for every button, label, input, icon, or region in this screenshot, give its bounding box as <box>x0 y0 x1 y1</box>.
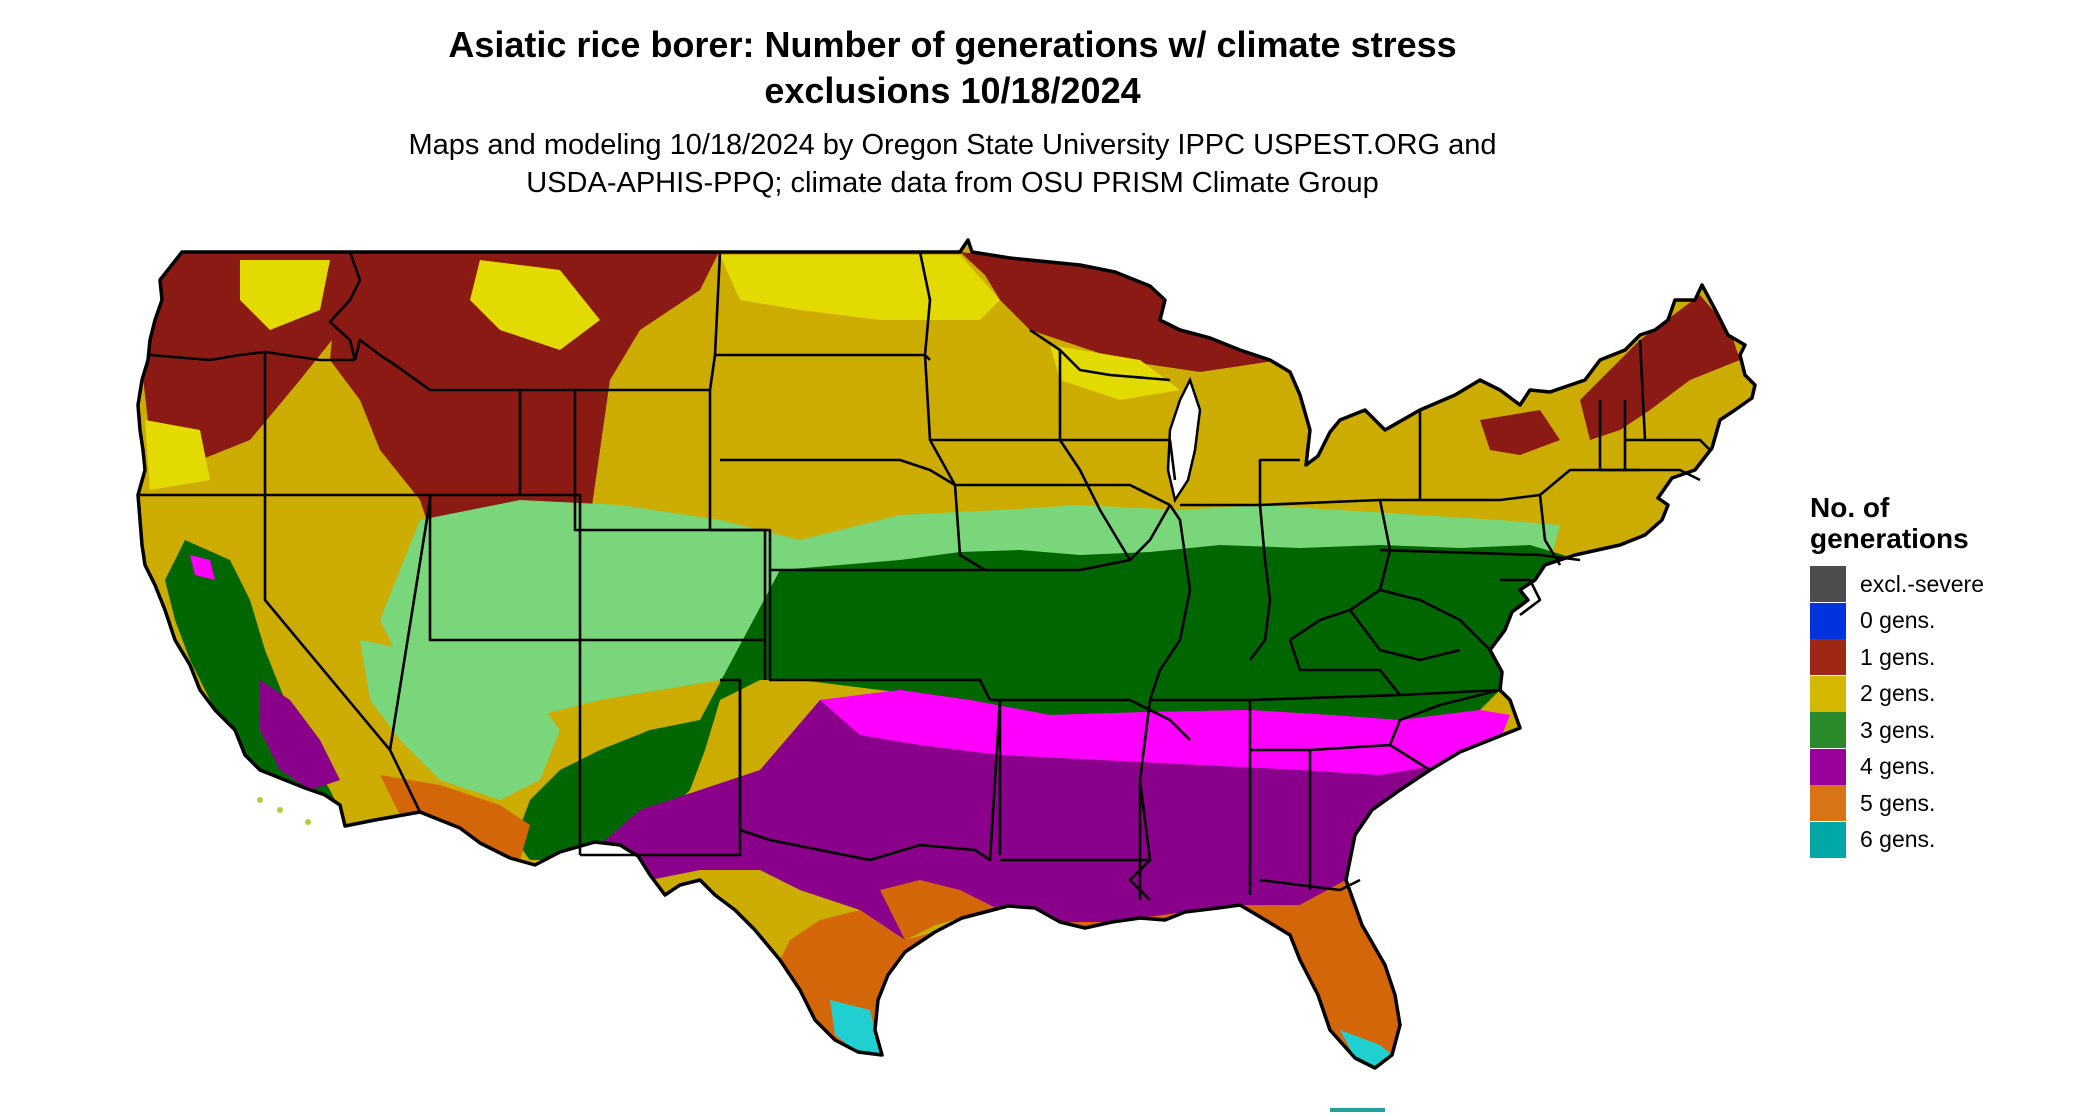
zone-1-gens-new-england <box>1580 295 1740 440</box>
legend-label: 4 gens. <box>1860 753 1936 780</box>
legend-swatch <box>1810 602 1846 639</box>
zone-1-gens-minnesota <box>960 252 1280 372</box>
legend-swatch <box>1810 821 1846 858</box>
map-title-line2: exclusions 10/18/2024 <box>764 70 1141 111</box>
legend-label: 1 gens. <box>1860 643 1936 670</box>
zone-2-gens-light-oregon-coast <box>145 420 210 490</box>
zone-5-gens-south-texas <box>780 910 935 1055</box>
zone-1-gens-adirondack <box>1480 410 1560 455</box>
map-title-line1: Asiatic rice borer: Number of generation… <box>448 24 1457 65</box>
legend-item: 0 gens. <box>1810 602 1984 640</box>
florida-keys <box>1330 1108 1385 1112</box>
legend-swatch <box>1810 675 1846 712</box>
map-subtitle: Maps and modeling 10/18/2024 by Oregon S… <box>0 126 1905 202</box>
legend-title: No. of generations <box>1810 492 1984 554</box>
legend-swatch <box>1810 748 1846 785</box>
legend-swatch <box>1810 712 1846 749</box>
us-outline <box>136 238 1757 1070</box>
legend-title-line2: generations <box>1810 523 1969 554</box>
legend: No. of generations excl.-severe 0 gens. 1 … <box>1810 492 1984 858</box>
legend-swatch <box>1810 785 1846 822</box>
legend-label: 0 gens. <box>1860 607 1936 634</box>
zone-2-gens-light-idaho <box>240 260 330 330</box>
zone-4-gens-southwest-magenta <box>190 555 215 580</box>
zone-5-gens-arizona <box>380 775 530 860</box>
legend-item: 2 gens. <box>1810 675 1984 713</box>
channel-island-1 <box>257 797 263 803</box>
lake-michigan <box>1166 376 1202 504</box>
zone-2-gens-light-wisconsin <box>1050 345 1180 400</box>
legend-items: excl.-severe 0 gens. 1 gens. 2 gens. 3 gens.… <box>1810 566 1984 858</box>
legend-label: 3 gens. <box>1860 716 1936 743</box>
state-borders <box>140 251 1711 901</box>
zone-4-gens-southwest <box>260 680 340 790</box>
channel-island-3 <box>305 819 311 825</box>
us-generations-map <box>136 238 1757 1112</box>
zone-6-gens-florida-tip <box>1340 1030 1392 1068</box>
legend-label: 2 gens. <box>1860 680 1936 707</box>
zone-4-gens-light-band <box>820 690 1510 775</box>
legend-item: 1 gens. <box>1810 639 1984 676</box>
legend-item: 4 gens. <box>1810 748 1984 786</box>
map-subtitle-line2: USDA-APHIS-PPQ; climate data from OSU PR… <box>526 167 1379 199</box>
legend-item: excl.-severe <box>1810 566 1984 603</box>
legend-label: 5 gens. <box>1860 789 1936 816</box>
legend-label: 6 gens. <box>1860 826 1936 853</box>
legend-swatch <box>1810 639 1846 676</box>
legend-swatch <box>1810 566 1846 603</box>
legend-title-line1: No. of <box>1810 492 1890 523</box>
generation-zones <box>138 240 1755 1068</box>
zone-1-gens-rockies <box>330 250 720 680</box>
zone-6-gens-texas-tip <box>830 1000 880 1055</box>
channel-island-2 <box>277 807 283 813</box>
zone-2-gens-light-montana <box>470 260 600 350</box>
legend-label: excl.-severe <box>1860 570 1984 597</box>
legend-item: 6 gens. <box>1810 821 1984 859</box>
zone-3-gens-southwest-light <box>360 640 560 800</box>
map-title: Asiatic rice borer: Number of generation… <box>0 22 1905 114</box>
map-subtitle-line1: Maps and modeling 10/18/2024 by Oregon S… <box>408 129 1497 161</box>
legend-item: 5 gens. <box>1810 785 1984 822</box>
legend-item: 3 gens. <box>1810 712 1984 749</box>
